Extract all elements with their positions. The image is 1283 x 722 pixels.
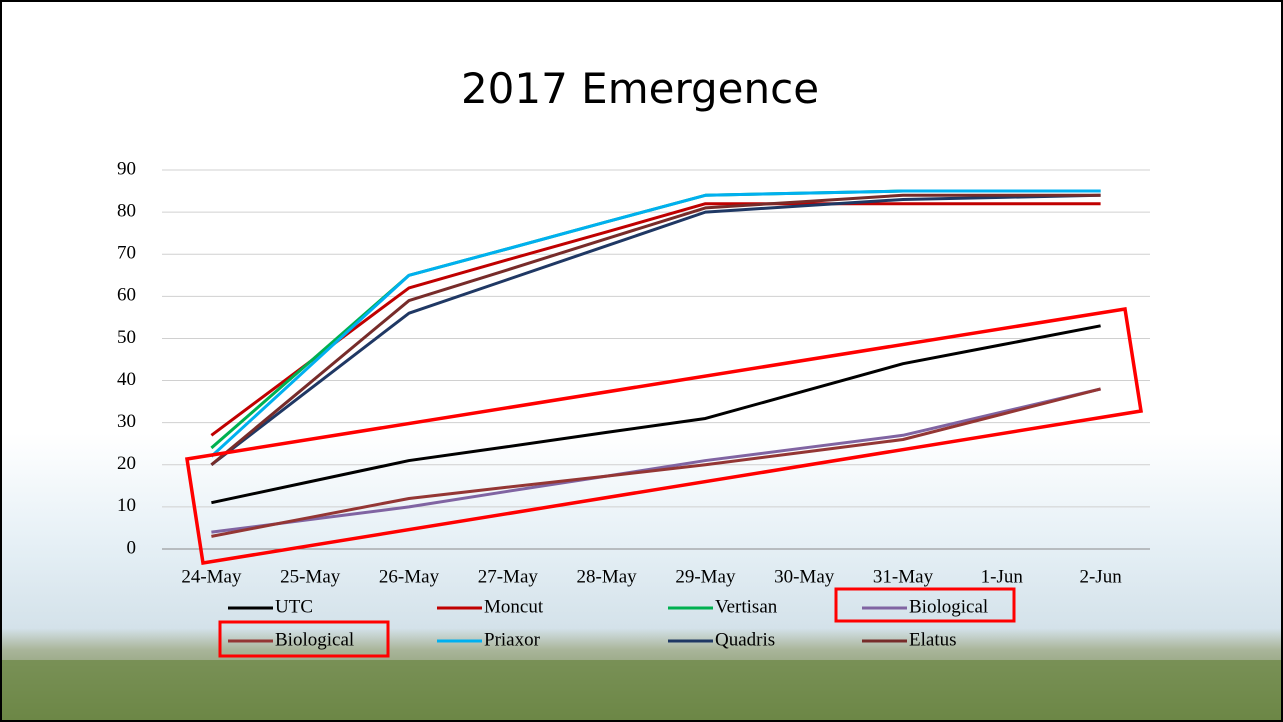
legend-label: Quadris	[715, 629, 775, 650]
x-tick-label: 25-May	[280, 566, 341, 587]
y-tick-label: 40	[117, 369, 136, 390]
y-tick-label: 50	[117, 327, 136, 348]
x-tick-label: 28-May	[577, 566, 638, 587]
x-tick-label: 30-May	[774, 566, 835, 587]
x-tick-label: 26-May	[379, 566, 440, 587]
x-tick-label: 2-Jun	[1079, 566, 1122, 587]
chart-title: 2017 Emergence	[461, 64, 819, 113]
x-tick-label: 1-Jun	[981, 566, 1024, 587]
slide: 2017 Emergence 0 10 20 30 40 50 60 70 80 90 24-May…	[0, 0, 1283, 722]
y-tick-label: 90	[117, 158, 136, 179]
x-tick-label: 24-May	[181, 566, 242, 587]
y-tick-label: 60	[117, 285, 136, 306]
legend-label: Biological	[909, 596, 988, 617]
field	[0, 660, 1283, 722]
y-tick-label: 30	[117, 411, 136, 432]
legend-label: UTC	[275, 596, 313, 617]
legend-label: Vertisan	[715, 596, 778, 617]
y-tick-label: 0	[127, 537, 137, 558]
legend-label: Moncut	[484, 596, 544, 617]
y-tick-label: 20	[117, 453, 136, 474]
y-tick-label: 80	[117, 200, 136, 221]
y-tick-label: 10	[117, 495, 136, 516]
y-tick-label: 70	[117, 243, 136, 264]
x-tick-label: 27-May	[478, 566, 539, 587]
legend-label: Elatus	[909, 629, 957, 650]
legend-label: Priaxor	[484, 629, 541, 650]
legend-label: Biological	[275, 629, 354, 650]
x-tick-label: 29-May	[675, 566, 736, 587]
x-tick-label: 31-May	[873, 566, 934, 587]
